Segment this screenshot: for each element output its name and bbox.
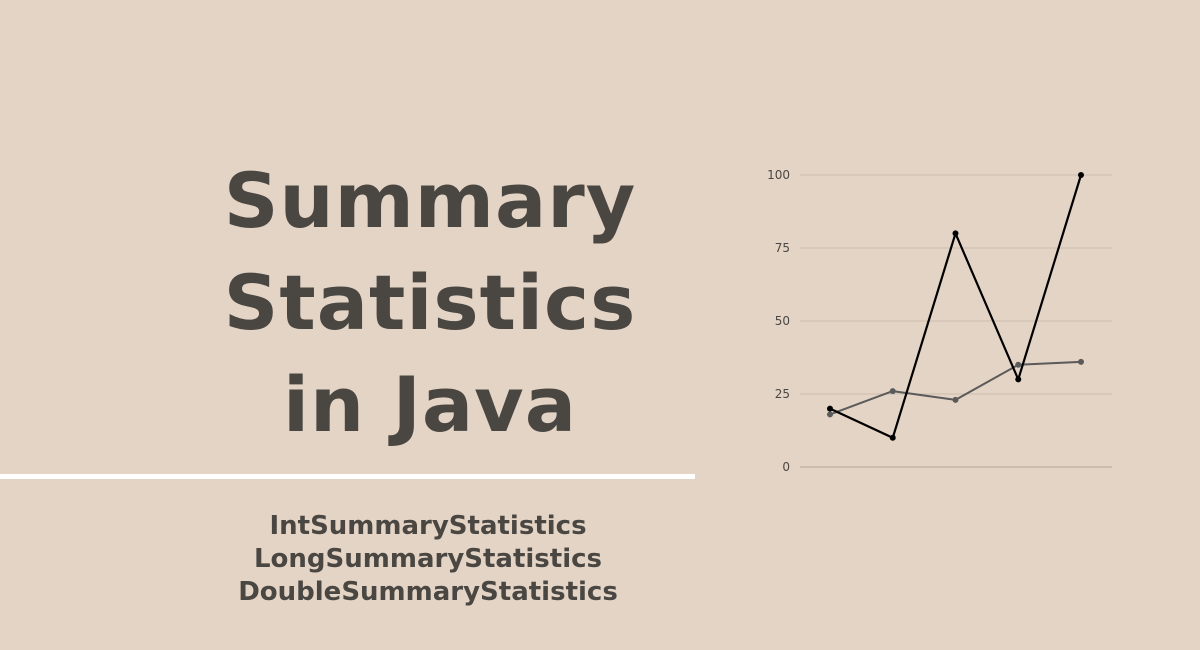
series-1-point bbox=[1015, 376, 1022, 383]
y-tick-label: 75 bbox=[775, 241, 790, 255]
page-title: Summary Statistics in Java bbox=[120, 150, 740, 456]
class-name-int: IntSummaryStatistics bbox=[269, 511, 587, 541]
chart-y-axis: 0 25 50 75 100 bbox=[767, 168, 790, 474]
series-1-point bbox=[1078, 172, 1084, 178]
title-line-1: Summary bbox=[223, 156, 637, 245]
y-tick-label: 25 bbox=[775, 387, 790, 401]
y-tick-label: 50 bbox=[775, 314, 790, 328]
series-2-point bbox=[889, 388, 896, 395]
y-tick-label: 0 bbox=[782, 460, 790, 474]
series-2-point bbox=[1015, 361, 1022, 368]
y-tick-label: 100 bbox=[767, 168, 790, 182]
chart-grid bbox=[800, 174, 1112, 468]
chart-series bbox=[827, 172, 1084, 441]
series-line-2 bbox=[829, 360, 1082, 416]
class-name-long: LongSummaryStatistics bbox=[253, 544, 603, 574]
title-line-2: Statistics bbox=[223, 258, 637, 347]
series-2-point bbox=[827, 411, 833, 418]
line-chart: 0 25 50 75 100 bbox=[767, 168, 1112, 474]
class-name-double: DoubleSummaryStatistics bbox=[238, 577, 618, 607]
series-2-point bbox=[1078, 358, 1084, 365]
series-1-point bbox=[952, 230, 959, 237]
divider-line bbox=[0, 474, 695, 479]
series-2-point bbox=[952, 396, 959, 403]
class-list: IntSummaryStatistics LongSummaryStatisti… bbox=[178, 510, 678, 609]
series-1-point bbox=[889, 434, 896, 441]
series-1-point bbox=[827, 405, 833, 412]
title-line-3: in Java bbox=[282, 360, 577, 449]
